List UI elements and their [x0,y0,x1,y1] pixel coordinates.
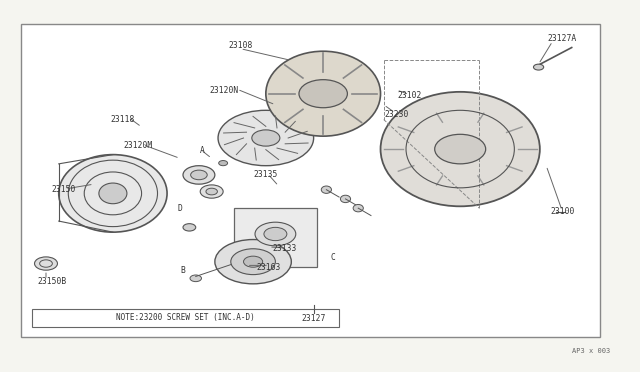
Text: 23150: 23150 [52,185,76,194]
Circle shape [35,257,58,270]
Text: NOTE:23200 SCREW SET (INC.A-D): NOTE:23200 SCREW SET (INC.A-D) [116,313,255,322]
Bar [20,23,600,337]
Bar [32,309,339,327]
Circle shape [534,64,543,70]
Text: AP3 x 003: AP3 x 003 [572,348,610,354]
Ellipse shape [381,92,540,206]
Circle shape [191,170,207,180]
Circle shape [219,161,228,166]
Ellipse shape [353,205,364,212]
Text: 23118: 23118 [110,115,134,124]
Circle shape [183,166,215,184]
Circle shape [215,240,291,284]
Circle shape [244,256,262,267]
Text: 23102: 23102 [397,91,421,100]
Ellipse shape [340,195,351,203]
Text: 23163: 23163 [257,263,281,272]
Text: 23135: 23135 [253,170,278,179]
Text: 23133: 23133 [273,244,297,253]
Text: C: C [330,253,335,263]
Circle shape [255,222,296,246]
Text: 23120M: 23120M [124,141,153,150]
Text: D: D [177,203,182,213]
Ellipse shape [321,186,332,193]
Circle shape [252,130,280,146]
Circle shape [190,275,202,282]
Circle shape [231,249,275,275]
Text: 23127A: 23127A [547,34,577,43]
Text: 23127: 23127 [301,314,326,323]
Ellipse shape [266,51,381,136]
Text: B: B [180,266,186,275]
Text: 23230: 23230 [384,109,409,119]
Text: 23108: 23108 [228,41,253,50]
Text: A: A [200,147,205,155]
Circle shape [183,224,196,231]
Text: 23150B: 23150B [38,278,67,286]
Circle shape [206,188,218,195]
Text: 23100: 23100 [550,207,574,217]
Circle shape [218,110,314,166]
Circle shape [200,185,223,198]
Circle shape [299,80,348,108]
Circle shape [435,134,486,164]
Ellipse shape [99,183,127,204]
Bar [234,208,317,267]
Circle shape [264,227,287,241]
Ellipse shape [59,155,167,232]
Text: 23120N: 23120N [210,86,239,94]
